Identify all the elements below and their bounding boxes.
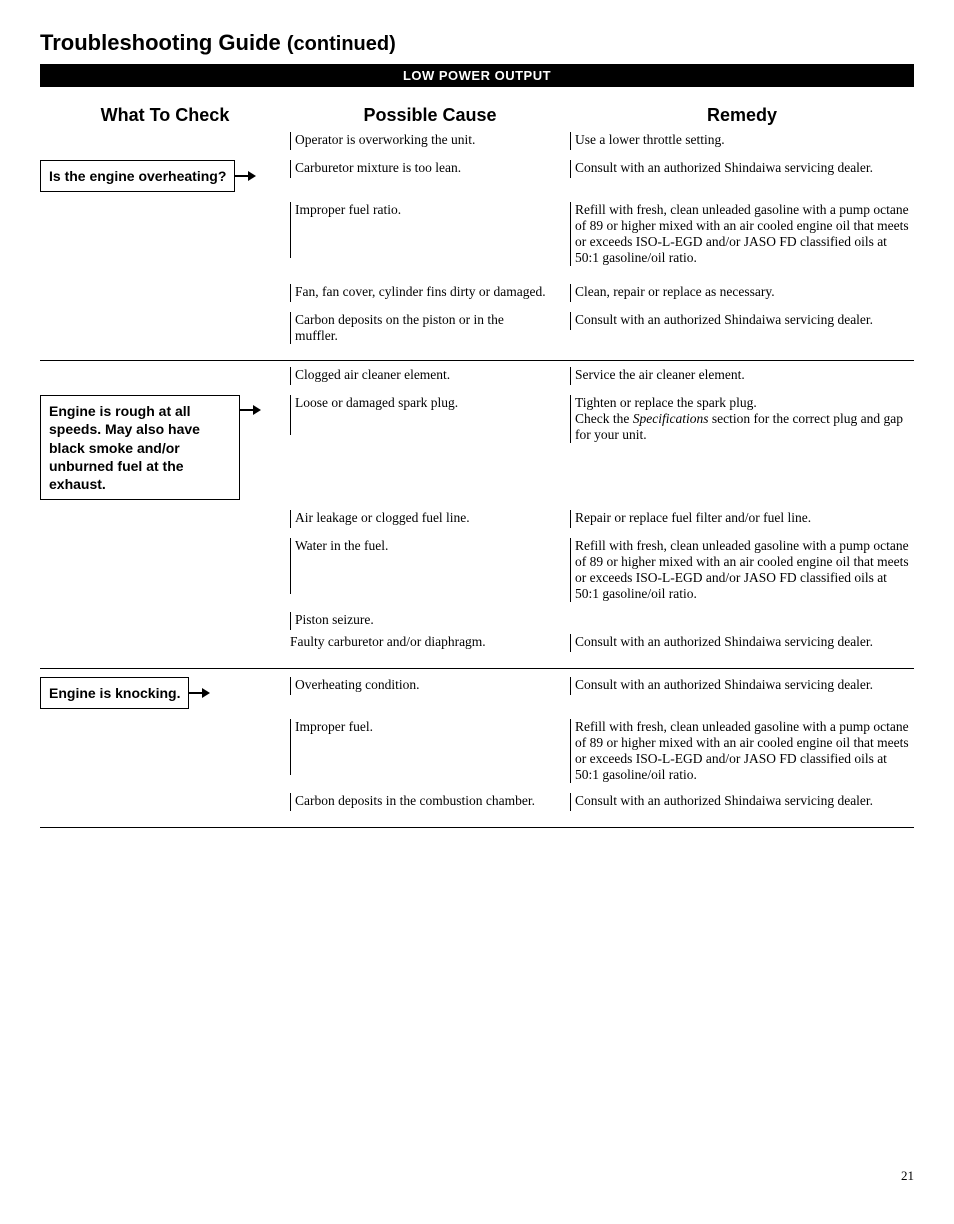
remedy-text: Refill with fresh, clean unleaded gasoli… xyxy=(570,538,914,602)
cause-text: Carbon deposits in the combustion chambe… xyxy=(290,793,570,811)
remedy-italic: Specifications xyxy=(633,411,709,426)
title-continued: (continued) xyxy=(287,33,396,55)
cause-text: Improper fuel ratio. xyxy=(290,202,570,258)
header-check: What To Check xyxy=(40,105,290,126)
section-bar: LOW POWER OUTPUT xyxy=(40,64,914,87)
remedy-text: Refill with fresh, clean unleaded gasoli… xyxy=(570,202,914,266)
remedy-text: Service the air cleaner element. xyxy=(570,367,914,385)
cause-text: Fan, fan cover, cylinder fins dirty or d… xyxy=(290,284,570,302)
cause-text: Carbon deposits on the piston or in the … xyxy=(290,312,570,344)
check-box-rough: Engine is rough at all speeds. May also … xyxy=(40,395,240,500)
remedy-text: Repair or replace fuel filter and/or fue… xyxy=(570,510,914,528)
remedy-text xyxy=(570,612,914,630)
arrow-icon xyxy=(234,171,256,181)
remedy-text: Clean, repair or replace as necessary. xyxy=(570,284,914,302)
check-label: Engine is rough at all speeds. May also … xyxy=(49,403,200,492)
check-label: Engine is knocking. xyxy=(49,685,180,701)
cause-text: Faulty carburetor and/or diaphragm. xyxy=(290,634,570,652)
remedy-text: Consult with an authorized Shindaiwa ser… xyxy=(570,677,914,695)
section-overheating: Operator is overworking the unit. Use a … xyxy=(40,132,914,361)
page-number: 21 xyxy=(40,1168,914,1184)
remedy-text: Consult with an authorized Shindaiwa ser… xyxy=(570,312,914,330)
check-box-knocking: Engine is knocking. xyxy=(40,677,189,709)
remedy-text: Refill with fresh, clean unleaded gasoli… xyxy=(570,719,914,783)
cause-text: Overheating condition. xyxy=(290,677,570,695)
remedy-text: Use a lower throttle setting. xyxy=(570,132,914,150)
cause-text: Improper fuel. xyxy=(290,719,570,775)
remedy-text: Consult with an authorized Shindaiwa ser… xyxy=(570,160,914,178)
page-title: Troubleshooting Guide (continued) xyxy=(40,30,914,56)
cause-text: Air leakage or clogged fuel line. xyxy=(290,510,570,528)
cause-text: Carburetor mixture is too lean. xyxy=(290,160,570,178)
section-knocking: Engine is knocking. Overheating conditio… xyxy=(40,677,914,828)
remedy-text: Tighten or replace the spark plug. Check… xyxy=(570,395,914,443)
arrow-icon xyxy=(239,405,261,415)
cause-text: Water in the fuel. xyxy=(290,538,570,594)
section-rough-engine: Clogged air cleaner element. Service the… xyxy=(40,367,914,669)
column-headers: What To Check Possible Cause Remedy xyxy=(40,105,914,126)
check-label: Is the engine overheating? xyxy=(49,168,226,184)
cause-text: Operator is overworking the unit. xyxy=(290,132,570,150)
header-remedy: Remedy xyxy=(570,105,914,126)
arrow-icon xyxy=(188,688,210,698)
header-cause: Possible Cause xyxy=(290,105,570,126)
check-box-overheating: Is the engine overheating? xyxy=(40,160,235,192)
cause-text: Clogged air cleaner element. xyxy=(290,367,570,385)
title-main: Troubleshooting Guide xyxy=(40,30,281,55)
cause-text: Piston seizure. xyxy=(290,612,570,630)
remedy-text: Consult with an authorized Shindaiwa ser… xyxy=(570,793,914,811)
cause-text: Loose or damaged spark plug. xyxy=(290,395,570,435)
remedy-text: Consult with an authorized Shindaiwa ser… xyxy=(570,634,914,652)
